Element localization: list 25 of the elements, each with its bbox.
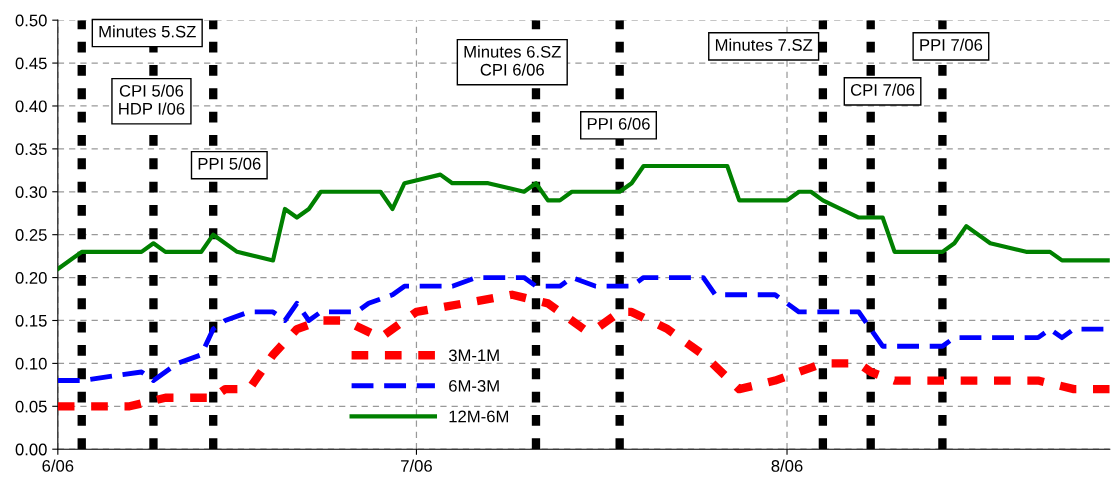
y-tick-label: 0.35 <box>15 143 47 156</box>
legend-label: 6M-3M <box>449 379 499 392</box>
annotation: CPI 5/06 HDP I/06 <box>119 84 185 115</box>
annotation: PPI 6/06 <box>587 117 650 130</box>
annotation: Minutes 6.SZ CPI 6/06 <box>464 45 561 76</box>
annotation: Minutes 5.SZ <box>99 25 196 38</box>
annotation: CPI 7/06 <box>850 83 915 96</box>
legend-label: 3M-1M <box>448 349 499 362</box>
legend-label: 12M-6M <box>449 410 509 423</box>
y-tick-label: 0.05 <box>15 400 47 413</box>
annotation: PPI 5/06 <box>198 157 261 170</box>
y-tick-label: 0.45 <box>15 57 47 70</box>
y-tick-label: 0.25 <box>15 229 47 241</box>
y-tick-label: 0.10 <box>15 357 47 370</box>
y-tick-label: 0.40 <box>15 100 47 113</box>
x-tick-label: 6/06 <box>42 459 74 472</box>
y-tick-label: 0.15 <box>15 314 47 327</box>
x-tick-label: 7/06 <box>401 459 432 472</box>
annotation: Minutes 7.SZ <box>715 38 813 51</box>
y-tick-label: 0.20 <box>15 271 47 284</box>
x-tick-label: 8/06 <box>771 459 803 472</box>
y-tick-label: 0.30 <box>15 186 47 198</box>
annotation: PPI 7/06 <box>920 38 983 51</box>
y-tick-label: 0.50 <box>15 14 47 27</box>
y-tick-label: 0.00 <box>15 443 47 456</box>
